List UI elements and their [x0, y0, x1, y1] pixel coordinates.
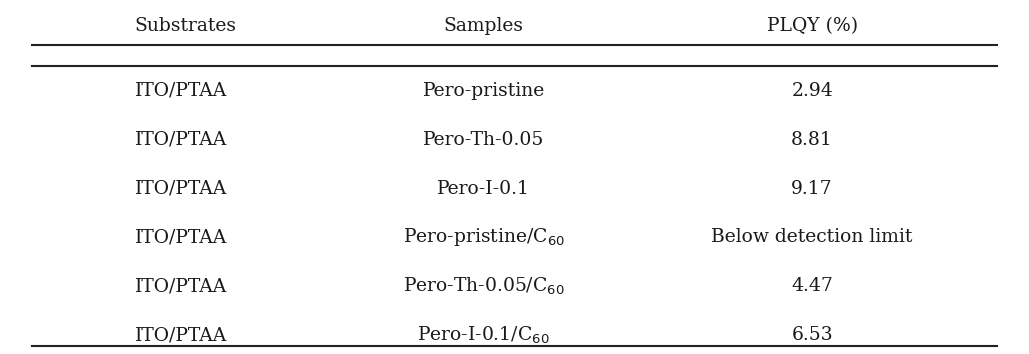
Text: 2.94: 2.94 [791, 82, 833, 100]
Text: Samples: Samples [443, 17, 524, 35]
Text: PLQY (%): PLQY (%) [767, 17, 857, 35]
Text: 4.47: 4.47 [791, 277, 833, 295]
Text: ITO/PTAA: ITO/PTAA [135, 326, 227, 344]
Text: Pero-Th-0.05/C$_{60}$: Pero-Th-0.05/C$_{60}$ [403, 275, 565, 297]
Text: 6.53: 6.53 [791, 326, 832, 344]
Text: ITO/PTAA: ITO/PTAA [135, 82, 227, 100]
Text: ITO/PTAA: ITO/PTAA [135, 277, 227, 295]
Text: ITO/PTAA: ITO/PTAA [135, 179, 227, 198]
Text: Below detection limit: Below detection limit [711, 228, 913, 246]
Text: Pero-pristine/C$_{60}$: Pero-pristine/C$_{60}$ [402, 227, 565, 249]
Text: Pero-I-0.1: Pero-I-0.1 [437, 179, 530, 198]
Text: ITO/PTAA: ITO/PTAA [135, 228, 227, 246]
Text: Pero-Th-0.05: Pero-Th-0.05 [423, 131, 544, 149]
Text: 9.17: 9.17 [791, 179, 832, 198]
Text: 8.81: 8.81 [791, 131, 833, 149]
Text: Pero-I-0.1/C$_{60}$: Pero-I-0.1/C$_{60}$ [418, 324, 549, 346]
Text: ITO/PTAA: ITO/PTAA [135, 131, 227, 149]
Text: Substrates: Substrates [135, 17, 237, 35]
Text: Pero-pristine: Pero-pristine [423, 82, 544, 100]
